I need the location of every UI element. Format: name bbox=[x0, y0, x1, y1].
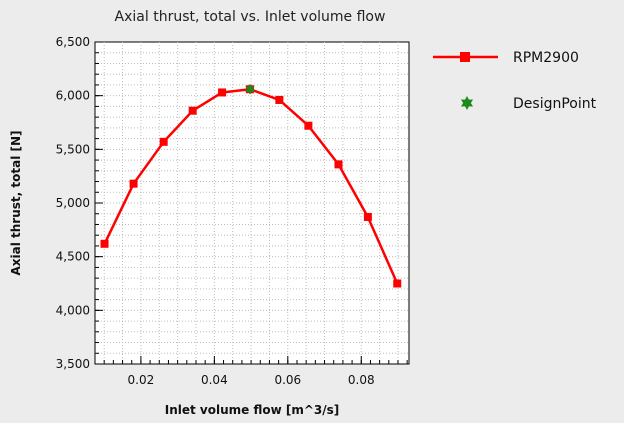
y-tick-label: 4,000 bbox=[56, 303, 90, 317]
y-axis: 3,500 4,000 4,500 5,000 5,500 6,000 6,500 bbox=[56, 35, 103, 371]
legend-marker-designpoint bbox=[460, 96, 474, 110]
data-point-rpm2900 bbox=[393, 279, 402, 288]
legend: RPM2900 DesignPoint bbox=[433, 50, 597, 112]
x-tick-label: 0.04 bbox=[201, 373, 228, 387]
data-point-rpm2900 bbox=[100, 239, 109, 248]
data-point-designpoint bbox=[245, 83, 255, 95]
x-axis: 0.02 0.04 0.06 0.08 bbox=[94, 356, 408, 387]
legend-marker-rpm2900 bbox=[460, 52, 470, 62]
x-axis-label: Inlet volume flow [m^3/s] bbox=[165, 403, 340, 417]
y-axis-label: Axial thrust, total [N] bbox=[9, 130, 23, 275]
y-tick-label: 5,500 bbox=[56, 142, 90, 156]
data-point-rpm2900 bbox=[334, 160, 343, 169]
series-layer bbox=[100, 83, 402, 288]
data-point-rpm2900 bbox=[218, 88, 227, 97]
data-point-rpm2900 bbox=[275, 95, 284, 104]
data-point-rpm2900 bbox=[159, 137, 168, 146]
data-point-rpm2900 bbox=[363, 212, 372, 221]
data-point-rpm2900 bbox=[188, 106, 197, 115]
y-tick-label: 6,500 bbox=[56, 35, 90, 49]
chart-title: Axial thrust, total vs. Inlet volume flo… bbox=[115, 9, 386, 25]
y-tick-label: 4,500 bbox=[56, 250, 90, 264]
legend-label-rpm2900: RPM2900 bbox=[513, 50, 579, 66]
y-tick-label: 3,500 bbox=[56, 357, 90, 371]
x-tick-label: 0.02 bbox=[128, 373, 155, 387]
data-point-rpm2900 bbox=[129, 179, 138, 188]
grid-lines bbox=[95, 42, 409, 364]
legend-label-designpoint: DesignPoint bbox=[513, 96, 597, 112]
y-tick-label: 6,000 bbox=[56, 89, 90, 103]
y-tick-label: 5,000 bbox=[56, 196, 90, 210]
x-tick-label: 0.06 bbox=[274, 373, 301, 387]
x-tick-label: 0.08 bbox=[348, 373, 375, 387]
data-point-rpm2900 bbox=[304, 121, 313, 130]
